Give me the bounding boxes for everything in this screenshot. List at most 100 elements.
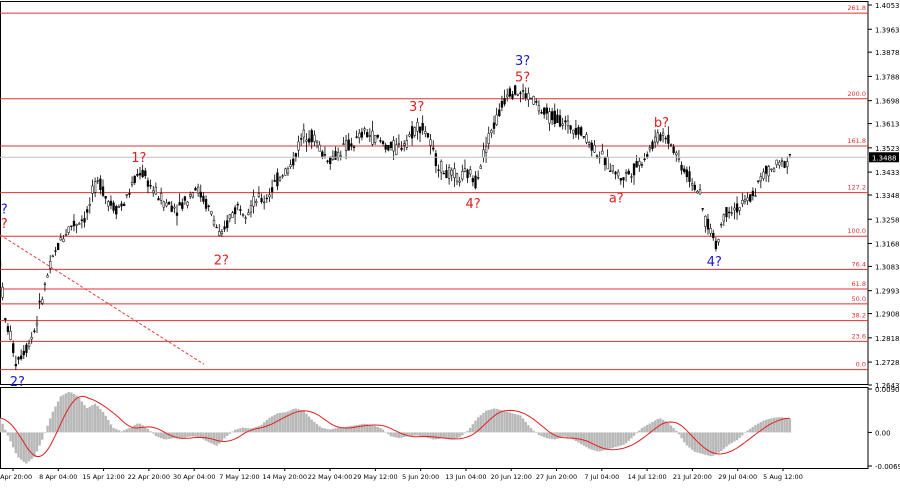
time-tick-label: 8 Apr 04:00	[39, 473, 77, 481]
histogram-bar	[175, 432, 179, 439]
candle-body	[569, 125, 572, 130]
candle-body	[484, 145, 488, 153]
histogram-bar	[627, 432, 630, 441]
histogram-bar	[772, 417, 776, 433]
candle-body	[315, 140, 319, 143]
candle-body	[450, 169, 453, 176]
histogram-bar	[80, 401, 84, 433]
histogram-bar	[189, 432, 192, 437]
candle-body	[677, 157, 681, 160]
candle-body	[62, 238, 65, 243]
candle-body	[379, 140, 382, 142]
candle-body	[780, 160, 784, 162]
histogram-bar	[104, 415, 107, 433]
histogram-bar	[202, 432, 205, 440]
histogram-bar	[690, 432, 694, 450]
histogram-bar	[632, 432, 636, 436]
candle-body	[159, 193, 163, 201]
candle-body	[220, 231, 224, 234]
candle-body	[466, 169, 469, 179]
candle-body	[482, 149, 485, 158]
histogram-bar	[67, 391, 70, 433]
histogram-bar	[25, 432, 28, 464]
fib-level-label: 38.2	[852, 312, 866, 320]
candle-body	[178, 202, 181, 206]
candle-body	[120, 203, 123, 207]
candle-body	[270, 187, 274, 192]
histogram-bar	[72, 393, 76, 433]
candle-body	[741, 199, 744, 205]
histogram-bar	[577, 432, 580, 443]
histogram-bar	[661, 419, 665, 433]
candle-body	[70, 225, 73, 227]
candle-body	[624, 172, 628, 174]
candle-body	[421, 122, 424, 131]
candle-body	[223, 226, 226, 230]
candle-body	[564, 120, 567, 123]
histogram-bar	[630, 432, 633, 439]
price-tick-label: 1.2993	[875, 288, 900, 296]
candle-body	[696, 191, 699, 194]
histogram-bar	[447, 432, 451, 440]
candle-body	[643, 158, 646, 161]
histogram-bar	[786, 418, 789, 433]
histogram-bar	[405, 432, 409, 437]
candle-body	[371, 130, 374, 145]
histogram-bar	[130, 426, 134, 433]
candle-body	[101, 186, 105, 196]
histogram-bar	[540, 432, 543, 437]
fib-level-label: 23.6	[852, 332, 866, 340]
histogram-group	[0, 391, 792, 464]
candle-body	[587, 142, 591, 145]
candle-body	[326, 160, 329, 162]
candle-body	[548, 111, 551, 124]
candle-body	[593, 144, 596, 153]
candle-body	[389, 142, 393, 148]
candle-body	[67, 226, 70, 233]
histogram-bar	[257, 426, 261, 433]
candle-body	[183, 196, 187, 201]
histogram-bar	[117, 430, 121, 433]
histogram-bar	[363, 423, 366, 433]
fib-level-label: 0.0	[856, 361, 866, 369]
candle-body	[30, 337, 33, 340]
candle-body	[617, 171, 620, 177]
histogram-bar	[653, 420, 657, 433]
candle-body	[33, 330, 36, 332]
histogram-bar	[239, 428, 242, 433]
candle-body	[669, 144, 673, 146]
histogram-bar	[693, 432, 696, 452]
histogram-bar	[455, 432, 459, 439]
candle-body	[759, 176, 762, 182]
histogram-bar	[83, 405, 86, 433]
price-panel: 1.4053 1.3963 1.3878 1.3788 1.3698 1.3613 1.35…	[0, 1, 900, 390]
candle-body	[136, 173, 139, 176]
wave-label: 5?	[515, 70, 530, 85]
candle-body	[146, 180, 150, 187]
candle-body	[638, 161, 641, 166]
histogram-bar	[149, 431, 152, 433]
candle-body	[167, 201, 171, 205]
histogram-bar	[1, 423, 4, 433]
candle-body	[632, 163, 636, 176]
candle-body	[664, 137, 667, 140]
price-tick-label: 1.3258	[875, 216, 900, 224]
candle-body	[194, 187, 197, 191]
candle-body	[440, 161, 443, 173]
time-tick-label: 29 May 12:00	[353, 473, 398, 481]
histogram-bar	[252, 427, 255, 433]
candle-body	[318, 144, 321, 152]
candle-body	[88, 204, 91, 206]
histogram-bar	[767, 419, 770, 433]
histogram-bar	[601, 432, 604, 451]
candle-body	[307, 138, 311, 143]
candle-body	[778, 161, 781, 166]
wave-label: 2?	[214, 254, 229, 269]
candle-body	[783, 161, 786, 168]
histogram-bar	[519, 415, 522, 433]
price-tick-label: 1.2728	[875, 359, 900, 367]
histogram-bar	[286, 411, 290, 433]
candle-body	[767, 166, 770, 177]
histogram-bar	[307, 416, 311, 433]
candle-body	[244, 217, 247, 219]
